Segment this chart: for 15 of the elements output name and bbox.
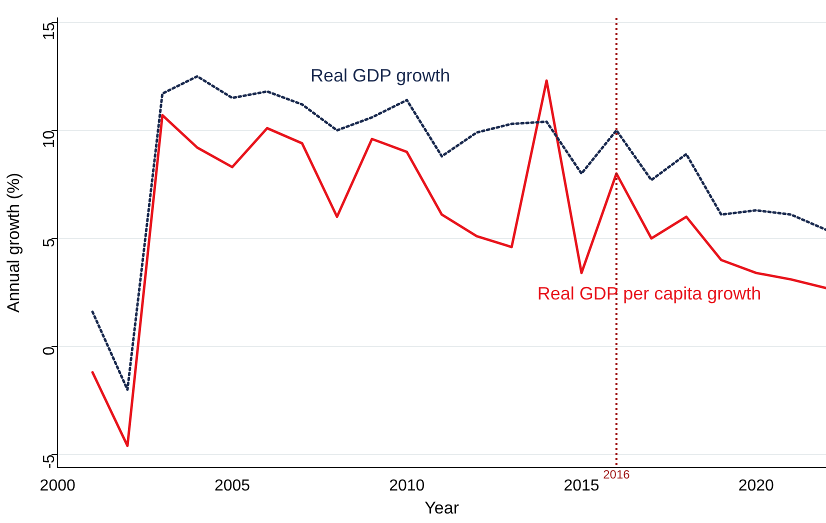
y-tick-label: 0 — [41, 346, 58, 356]
x-tick-label: 2000 — [40, 477, 76, 494]
series-label: Real GDP growth — [310, 65, 450, 86]
ref-line-label: 2016 — [603, 468, 630, 482]
x-tick-label: 2020 — [738, 477, 774, 494]
y-tick-label: 10 — [41, 130, 58, 148]
y-tick-label: 15 — [41, 22, 58, 40]
y-tick-label: 5 — [41, 238, 58, 248]
x-tick-label: 2010 — [389, 477, 425, 494]
y-axis-title: Annual growth (%) — [4, 172, 23, 313]
x-tick-label: 2015 — [564, 477, 600, 494]
series-label: Real GDP per capita growth — [537, 283, 762, 304]
x-tick-label: 2005 — [214, 477, 250, 494]
x-axis-title: Year — [424, 498, 460, 518]
y-tick-label: -5 — [41, 454, 58, 469]
